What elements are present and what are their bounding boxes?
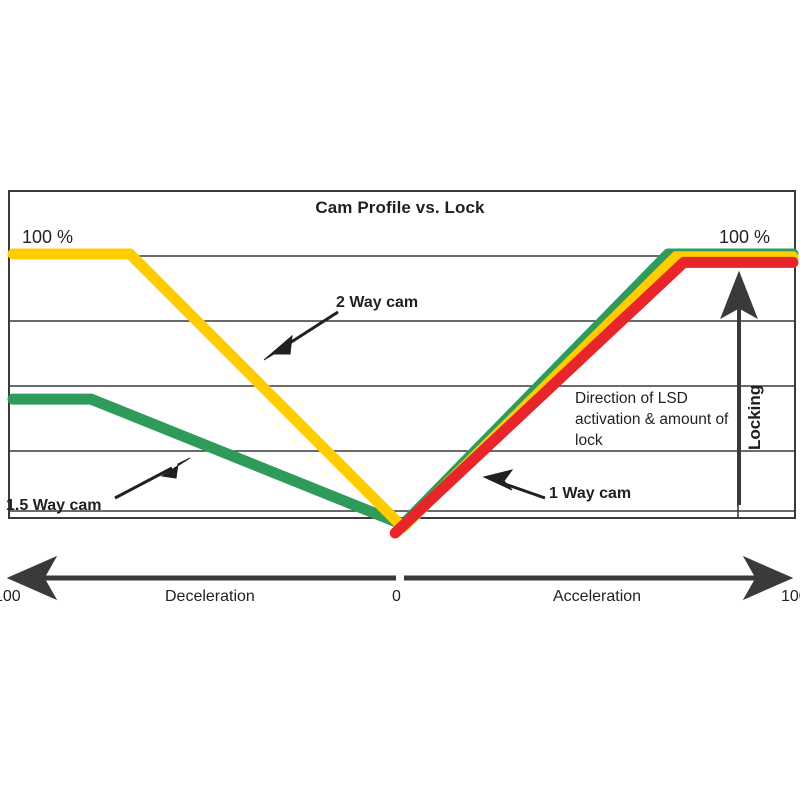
axis-tick-label-right: 100 bbox=[781, 588, 800, 605]
bottom-axis-arrow-right bbox=[742, 555, 794, 601]
plot-frame bbox=[8, 190, 796, 519]
bottom-axis-arrow-left bbox=[6, 555, 58, 601]
locking-arrow-head bbox=[720, 270, 758, 320]
axis-region-label-acceleration: Acceleration bbox=[553, 588, 642, 605]
arrow-line-1-5-way-cam bbox=[114, 466, 173, 500]
arrow-head-1-way-cam bbox=[482, 469, 514, 491]
page-title: Cam Profile vs. Lock bbox=[315, 198, 485, 217]
locking-arrow bbox=[720, 270, 758, 505]
locking-axis-label: Locking bbox=[745, 384, 764, 450]
callout-arrows bbox=[114, 310, 546, 500]
arrow-head-2-way-cam bbox=[263, 334, 293, 361]
series-line-1-way-cam bbox=[389, 256, 799, 539]
series-label-2-way-cam: 2 Way cam bbox=[336, 294, 419, 311]
lsd-direction-note: Direction of LSD activation & amount of … bbox=[575, 390, 729, 449]
y-max-label-right: 100 % bbox=[719, 227, 771, 247]
arrow-head-1-5-way-cam bbox=[160, 457, 191, 479]
axis-tick-label-center: 0 bbox=[392, 588, 401, 605]
series-label-1-way-cam: 1 Way cam bbox=[549, 485, 632, 502]
axis-tick-label-left: 100 bbox=[0, 588, 21, 605]
arrow-line-1-way-cam bbox=[501, 481, 546, 500]
y-max-label-left: 100 % bbox=[22, 227, 74, 247]
bottom-axis bbox=[6, 555, 794, 601]
axis-region-label-deceleration: Deceleration bbox=[165, 588, 255, 605]
plot-border bbox=[8, 190, 796, 519]
series-label-1-5-way-cam: 1.5 Way cam bbox=[6, 497, 102, 514]
